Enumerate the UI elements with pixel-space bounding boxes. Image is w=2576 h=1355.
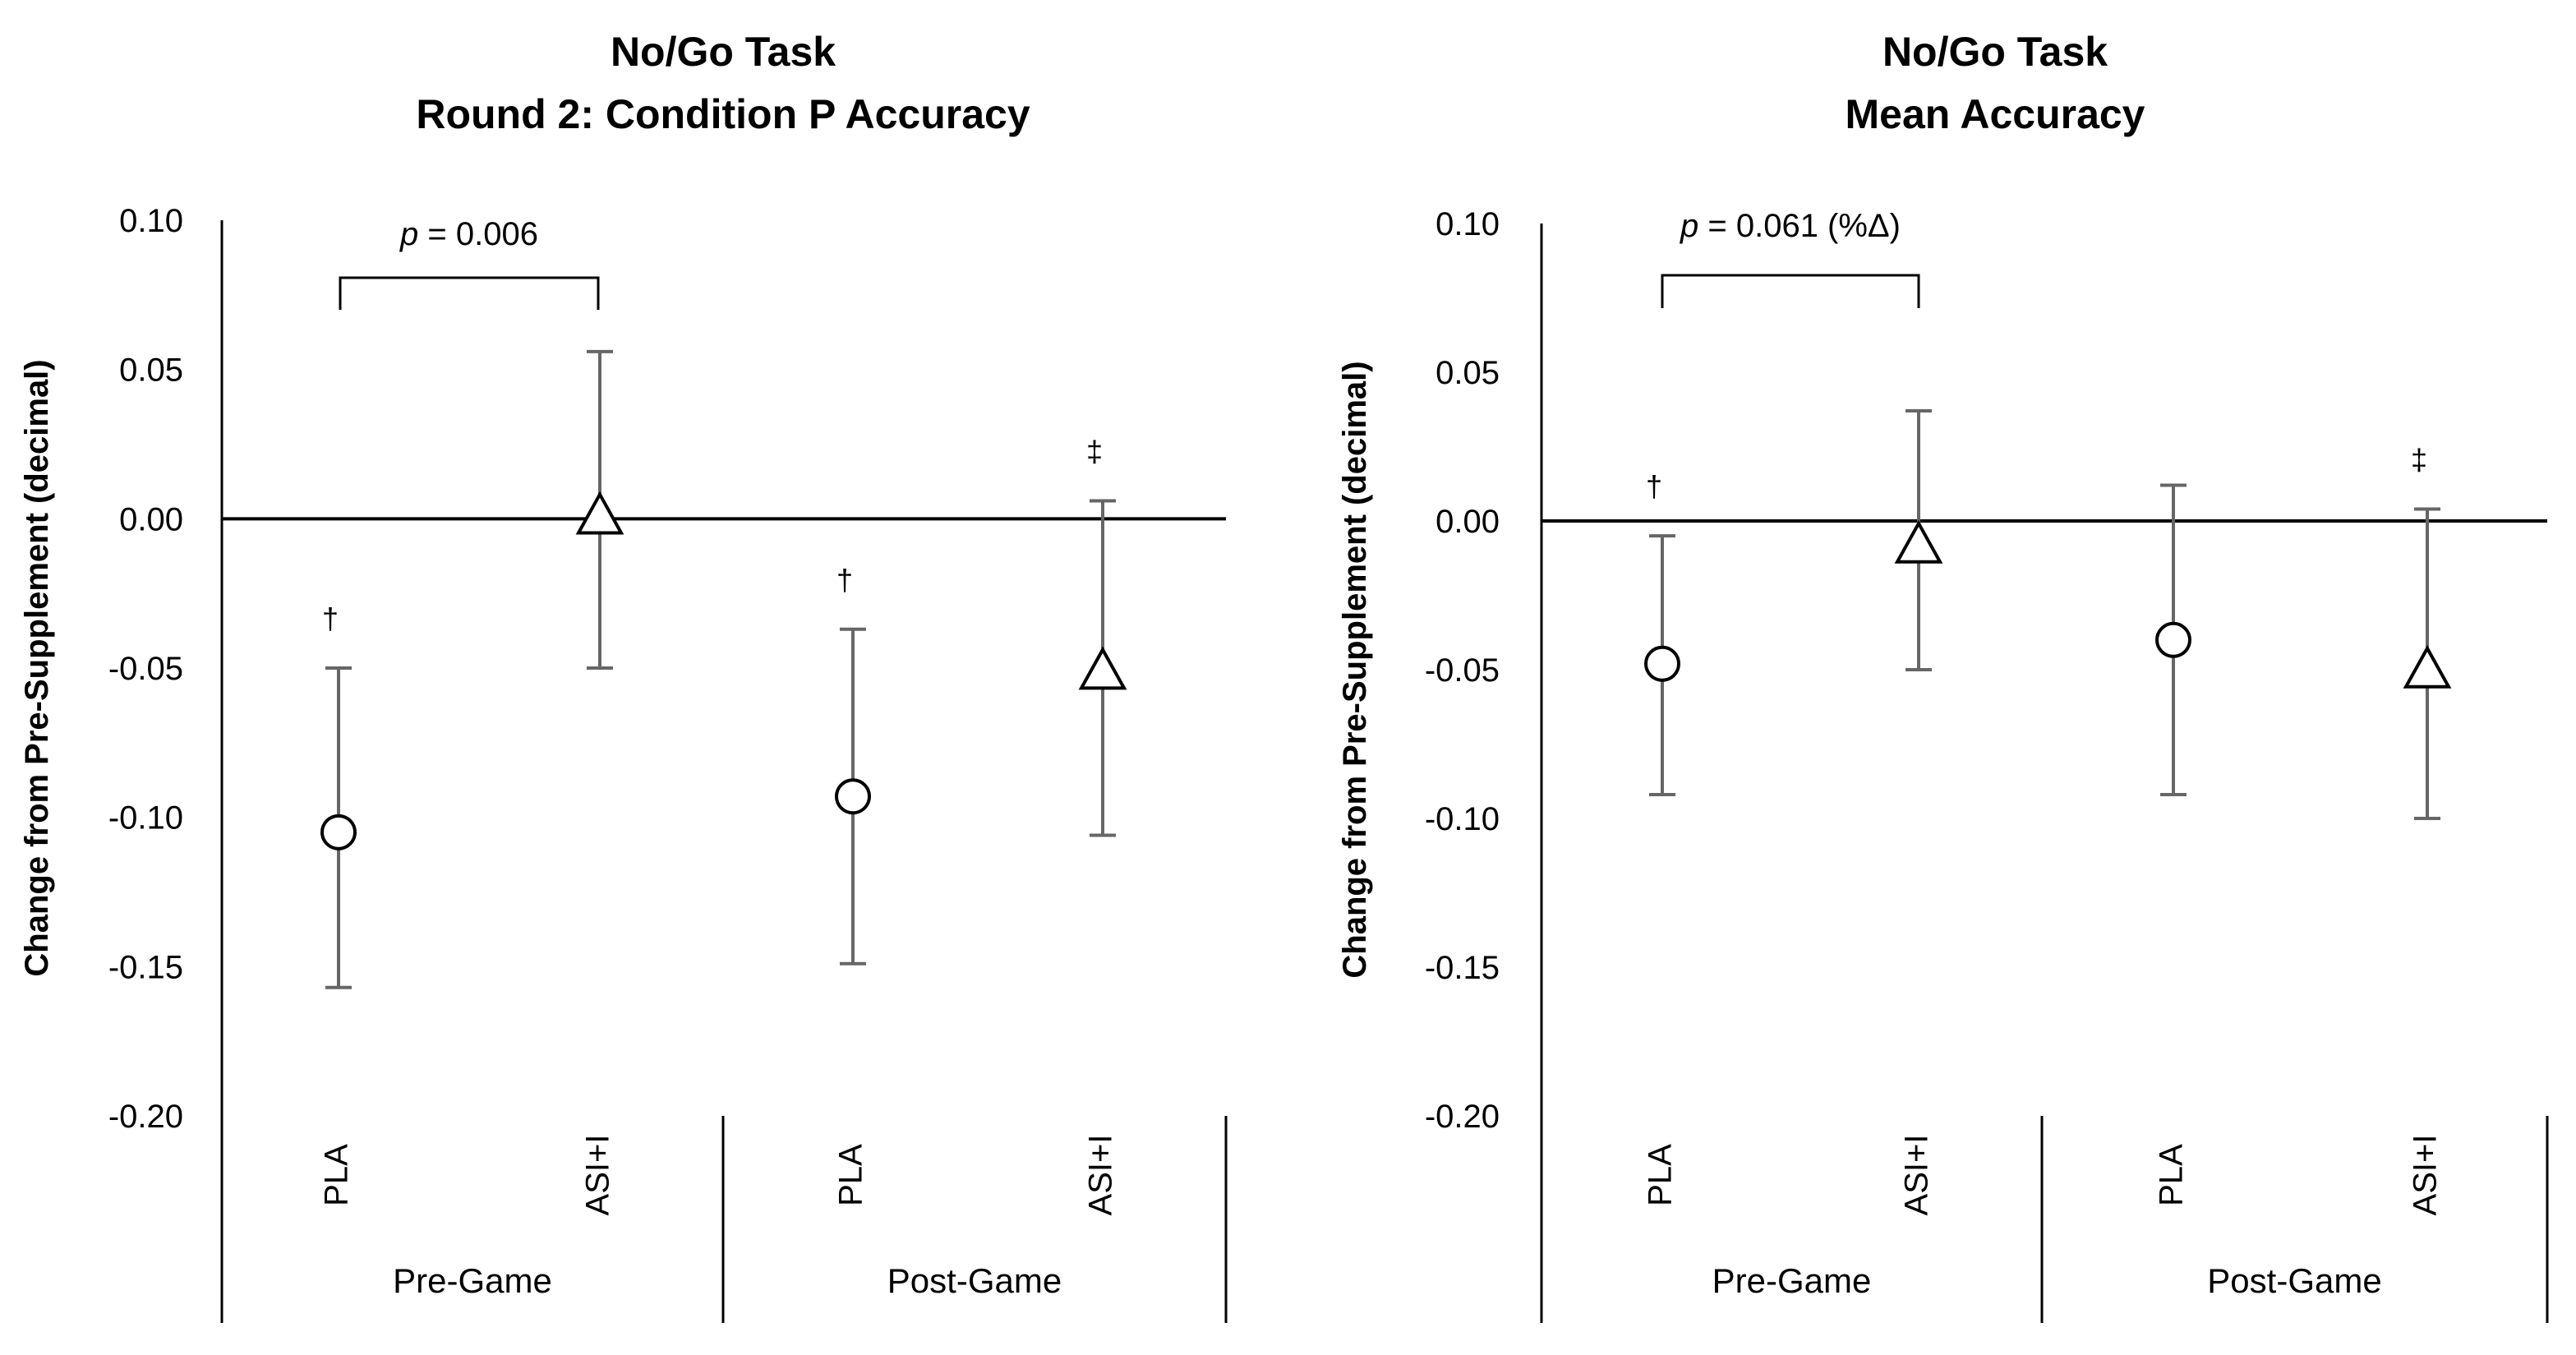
significance-symbol: ‡ bbox=[1086, 435, 1103, 468]
mean-marker-circle bbox=[2155, 621, 2191, 658]
p-value-italic: p bbox=[399, 216, 418, 252]
y-tick-label: -0.20 bbox=[108, 1099, 183, 1135]
chart-title-line: No/Go Task bbox=[611, 29, 836, 75]
x-category-label: PLA bbox=[2154, 1144, 2190, 1206]
mean-marker-triangle bbox=[575, 491, 624, 535]
x-category-label: PLA bbox=[833, 1144, 869, 1206]
p-value-italic: p bbox=[1680, 208, 1698, 244]
significance-symbol: † bbox=[836, 563, 853, 597]
mean-marker-triangle bbox=[1078, 646, 1127, 690]
significance-bracket bbox=[1661, 274, 1920, 308]
y-tick-label: 0.00 bbox=[1435, 504, 1500, 540]
y-axis-label: Change from Pre-Supplement (decimal) bbox=[1337, 361, 1373, 978]
p-value-text: = 0.061 (%Δ) bbox=[1698, 208, 1901, 244]
p-value-annotation: p = 0.006 bbox=[399, 216, 538, 252]
significance-symbol: † bbox=[1646, 469, 1662, 503]
y-tick-label: -0.10 bbox=[1425, 801, 1500, 837]
y-tick-label: -0.15 bbox=[1425, 950, 1500, 986]
mean-marker-circle bbox=[835, 778, 871, 815]
mean-marker-triangle bbox=[2403, 644, 2452, 689]
y-tick-label: -0.20 bbox=[1425, 1099, 1500, 1135]
mean-marker-circle bbox=[1644, 645, 1680, 682]
y-axis-label: Change from Pre-Supplement (decimal) bbox=[19, 359, 55, 976]
p-value-text: = 0.006 bbox=[418, 216, 538, 252]
chart-title: No/Go Task Mean Accuracy bbox=[1846, 29, 2145, 137]
y-tick-label: 0.00 bbox=[119, 501, 183, 537]
y-tick-label: -0.15 bbox=[108, 949, 183, 985]
x-category-label: ASI+I bbox=[2408, 1135, 2444, 1216]
x-group-label: Pre-Game bbox=[393, 1261, 552, 1300]
y-tick-label: 0.10 bbox=[1435, 206, 1500, 242]
x-category-label: PLA bbox=[1643, 1144, 1679, 1206]
y-tick-label: -0.05 bbox=[1425, 652, 1500, 689]
p-value-annotation: p = 0.061 (%Δ) bbox=[1680, 208, 1901, 244]
x-group-label: Post-Game bbox=[2207, 1261, 2381, 1300]
x-group-label: Post-Game bbox=[887, 1261, 1062, 1300]
x-category-label: ASI+I bbox=[1083, 1135, 1119, 1216]
x-group-label: Pre-Game bbox=[1712, 1261, 1872, 1300]
y-tick-label: -0.10 bbox=[108, 800, 183, 837]
significance-symbol: † bbox=[322, 601, 339, 635]
chart-panel-2: No/Go Task Mean Accuracy 0.10 0.05 0.00 -0.05… bbox=[1337, 29, 2549, 1323]
chart-title-line: Round 2: Condition P Accuracy bbox=[416, 91, 1030, 137]
significance-symbol: ‡ bbox=[2411, 443, 2427, 477]
x-category-label: ASI+I bbox=[580, 1135, 616, 1216]
y-tick-label: 0.05 bbox=[1435, 355, 1500, 391]
significance-bracket bbox=[339, 276, 600, 310]
mean-marker-triangle bbox=[1894, 519, 1943, 564]
chart-panel-1: No/Go Task Round 2: Condition P Accuracy 0… bbox=[19, 29, 1228, 1323]
y-tick-label: -0.05 bbox=[108, 651, 183, 687]
chart-title-line: Mean Accuracy bbox=[1846, 91, 2145, 137]
mean-marker-circle bbox=[320, 813, 357, 850]
y-tick-label: 0.05 bbox=[119, 353, 183, 389]
chart-title: No/Go Task Round 2: Condition P Accuracy bbox=[416, 29, 1030, 137]
chart-title-line: No/Go Task bbox=[1882, 29, 2108, 75]
y-tick-label: 0.10 bbox=[119, 203, 183, 239]
x-category-label: PLA bbox=[319, 1144, 355, 1206]
x-category-label: ASI+I bbox=[1899, 1135, 1935, 1216]
